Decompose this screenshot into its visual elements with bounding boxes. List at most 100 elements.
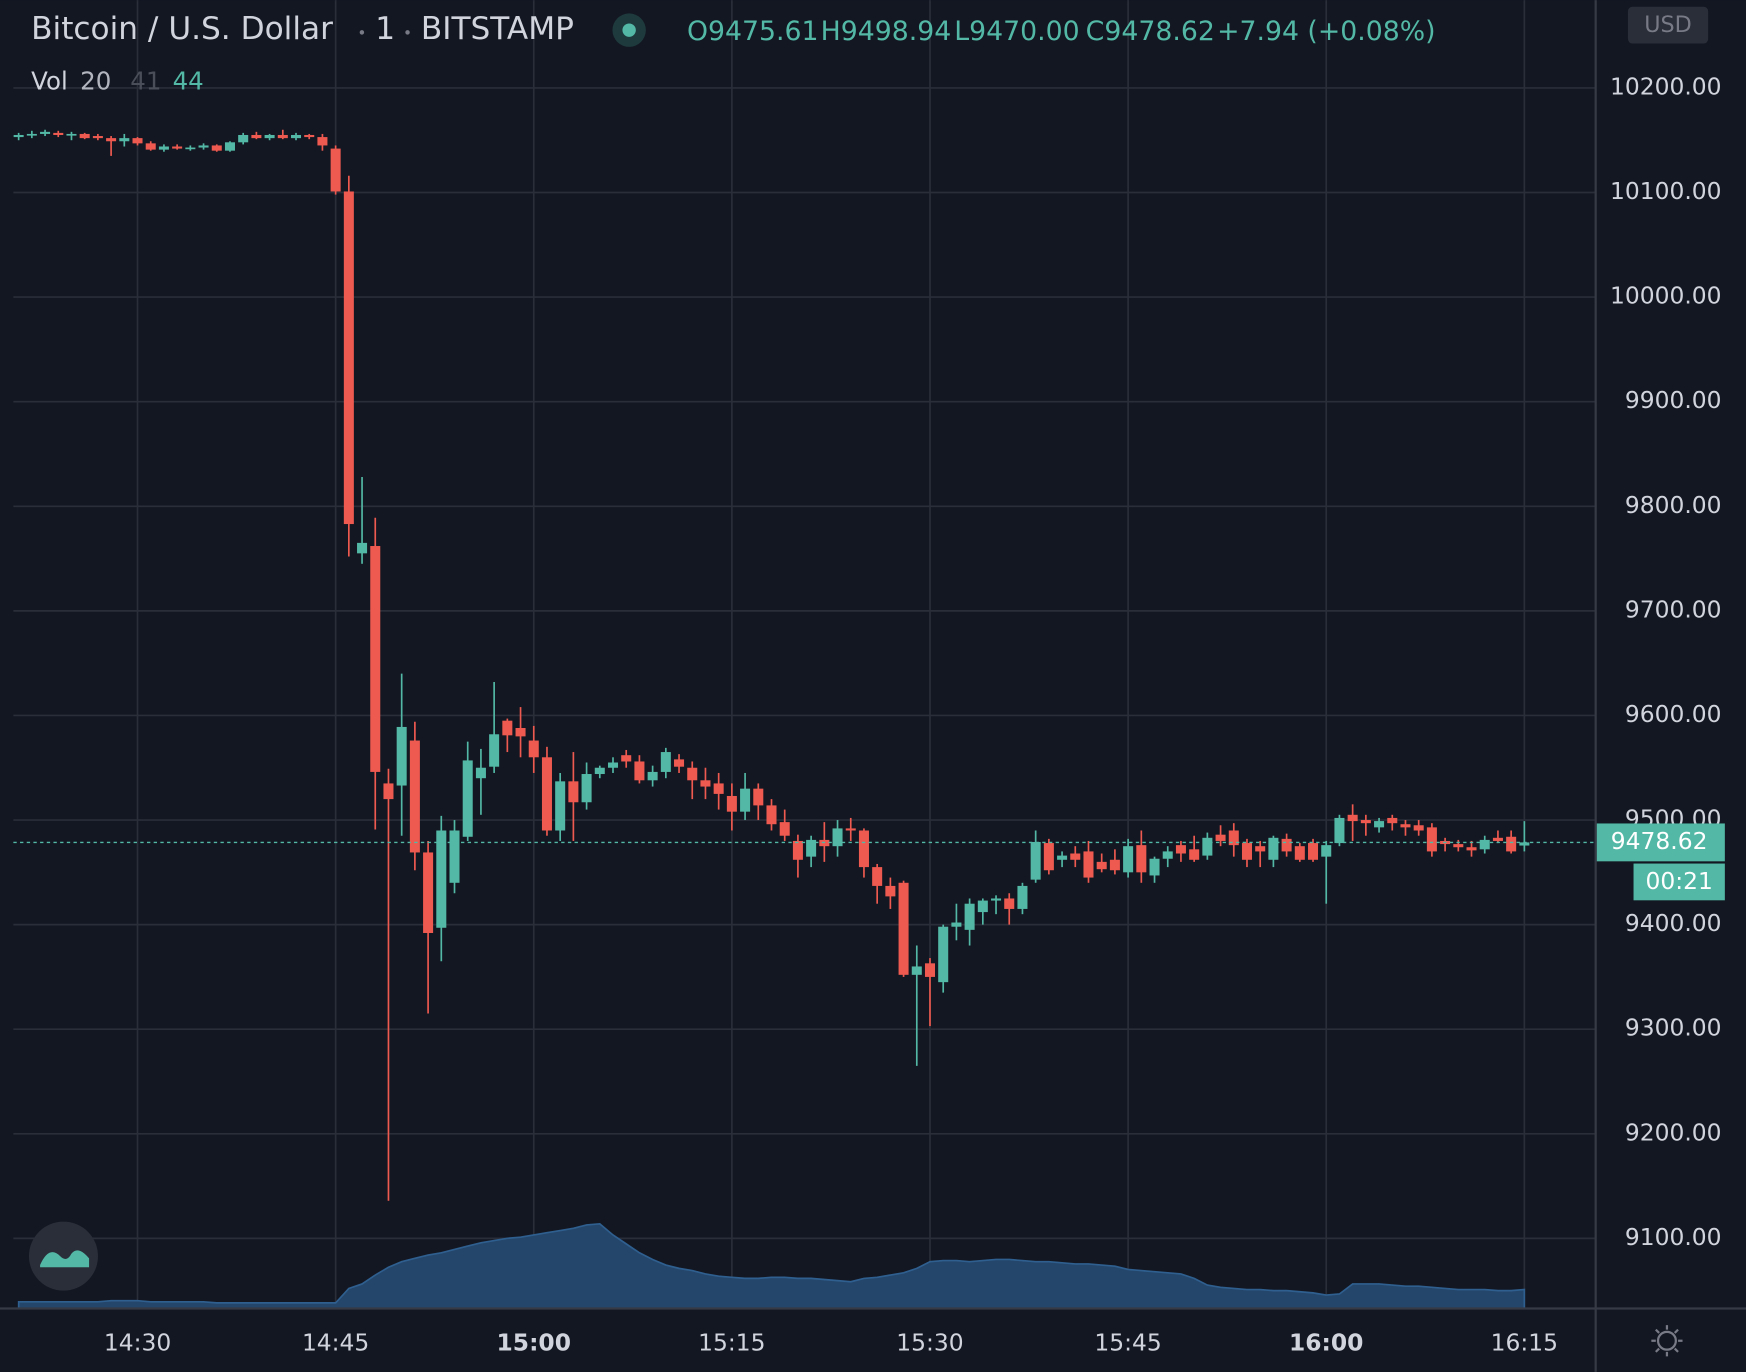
candle-body xyxy=(396,726,407,786)
candle-body xyxy=(119,138,130,142)
candle-body xyxy=(1070,853,1081,860)
candle-body xyxy=(753,788,764,806)
candle-body xyxy=(13,134,24,138)
candle-body xyxy=(1202,837,1213,856)
currency[interactable]: USD xyxy=(1644,12,1692,38)
x-tick-label: 15:30 xyxy=(896,1329,963,1357)
candle-body xyxy=(1109,859,1120,871)
candle-body xyxy=(555,781,566,831)
candle-body xyxy=(568,781,579,803)
candle-body xyxy=(911,966,922,975)
x-tick-label: 15:00 xyxy=(497,1329,571,1357)
separator xyxy=(405,30,410,35)
candle-body xyxy=(66,133,77,136)
y-tick-label: 9800.00 xyxy=(1625,491,1722,519)
candle-body xyxy=(1519,842,1530,846)
settings-rays[interactable] xyxy=(1651,1325,1683,1357)
candle-body xyxy=(1189,849,1200,860)
y-tick-label: 10000.00 xyxy=(1610,282,1722,310)
candle-body xyxy=(687,767,698,781)
candle-body xyxy=(185,147,196,150)
candle-body xyxy=(1043,843,1054,871)
x-tick-label: 15:15 xyxy=(698,1329,765,1357)
currency-button-bg[interactable] xyxy=(1627,6,1709,44)
currency-button[interactable]: USD xyxy=(1627,6,1709,44)
candle-body xyxy=(713,783,724,794)
x-tick-label: 16:15 xyxy=(1491,1329,1558,1357)
candle-body xyxy=(1360,820,1371,824)
candle-body xyxy=(898,882,909,975)
candle-body xyxy=(198,145,209,148)
exchange: BITSTAMP xyxy=(421,11,574,47)
last-price-box xyxy=(1596,823,1725,862)
settings-icon[interactable] xyxy=(1651,1325,1683,1357)
candle-body xyxy=(172,146,183,149)
header: Bitcoin / U.S. Dollar 1 BITSTAMP Vol 20 … xyxy=(31,11,646,95)
candle-body xyxy=(1255,846,1266,852)
candle-body xyxy=(211,145,222,151)
volume-pane xyxy=(17,1222,1526,1310)
candle-body xyxy=(938,926,949,983)
candle-body xyxy=(317,137,328,146)
candle-body xyxy=(1426,827,1437,852)
candle-body xyxy=(277,134,288,139)
separator xyxy=(359,30,365,35)
candle-body xyxy=(1387,817,1398,824)
logo[interactable] xyxy=(28,1221,98,1291)
logo-icon[interactable] xyxy=(40,1250,90,1268)
candle-body xyxy=(1466,847,1477,851)
candle-body xyxy=(872,867,883,886)
candle-body xyxy=(475,767,486,779)
candle-body xyxy=(1149,858,1160,876)
y-tick-label: 9600.00 xyxy=(1625,700,1722,728)
candle-body xyxy=(515,727,526,737)
last-price-label: 9478.62 xyxy=(1611,827,1708,855)
candle-body xyxy=(92,136,103,139)
candle-body xyxy=(740,788,751,812)
candle-body xyxy=(436,830,447,928)
logo-bg[interactable] xyxy=(28,1221,98,1291)
y-tick-label: 9400.00 xyxy=(1625,909,1722,937)
candle-body xyxy=(79,133,90,139)
candle-body xyxy=(779,822,790,836)
settings-circle[interactable] xyxy=(1656,1330,1677,1351)
candle-body xyxy=(357,542,368,554)
y-tick-label: 10200.00 xyxy=(1610,72,1722,100)
candle-body xyxy=(845,828,856,831)
candle-body xyxy=(1096,861,1107,870)
candle-body xyxy=(1057,855,1068,860)
candle-body xyxy=(53,132,64,135)
candle-body xyxy=(964,903,975,930)
candle-body xyxy=(502,720,513,736)
candle-body xyxy=(1400,824,1411,828)
candle-body xyxy=(1308,843,1319,860)
candle-body xyxy=(674,759,685,767)
volume-label: Vol xyxy=(31,66,68,95)
candle-body xyxy=(858,830,869,868)
candle-body xyxy=(1281,838,1292,852)
candle-body xyxy=(462,760,473,837)
candle-body xyxy=(1162,851,1173,859)
candle-body xyxy=(1123,846,1134,873)
candle-body xyxy=(832,828,843,847)
y-tick-label: 9100.00 xyxy=(1625,1223,1722,1251)
candle-body xyxy=(423,852,434,933)
y-tick-label: 9200.00 xyxy=(1625,1118,1722,1146)
candle-body xyxy=(607,762,619,768)
y-tick-label: 9300.00 xyxy=(1625,1014,1722,1042)
volume-area xyxy=(17,1222,1526,1310)
candle-body xyxy=(409,740,420,853)
candle-body xyxy=(40,131,51,134)
candle-body xyxy=(581,774,592,803)
candle-body xyxy=(145,143,156,150)
candle-body xyxy=(1321,845,1332,857)
candle-body xyxy=(1017,885,1028,909)
candle-body xyxy=(1268,837,1279,860)
interval: 1 xyxy=(375,11,395,47)
candle-body xyxy=(977,900,988,913)
candle-body xyxy=(991,898,1002,901)
candle-body xyxy=(1004,898,1015,909)
candle-body xyxy=(594,767,605,775)
